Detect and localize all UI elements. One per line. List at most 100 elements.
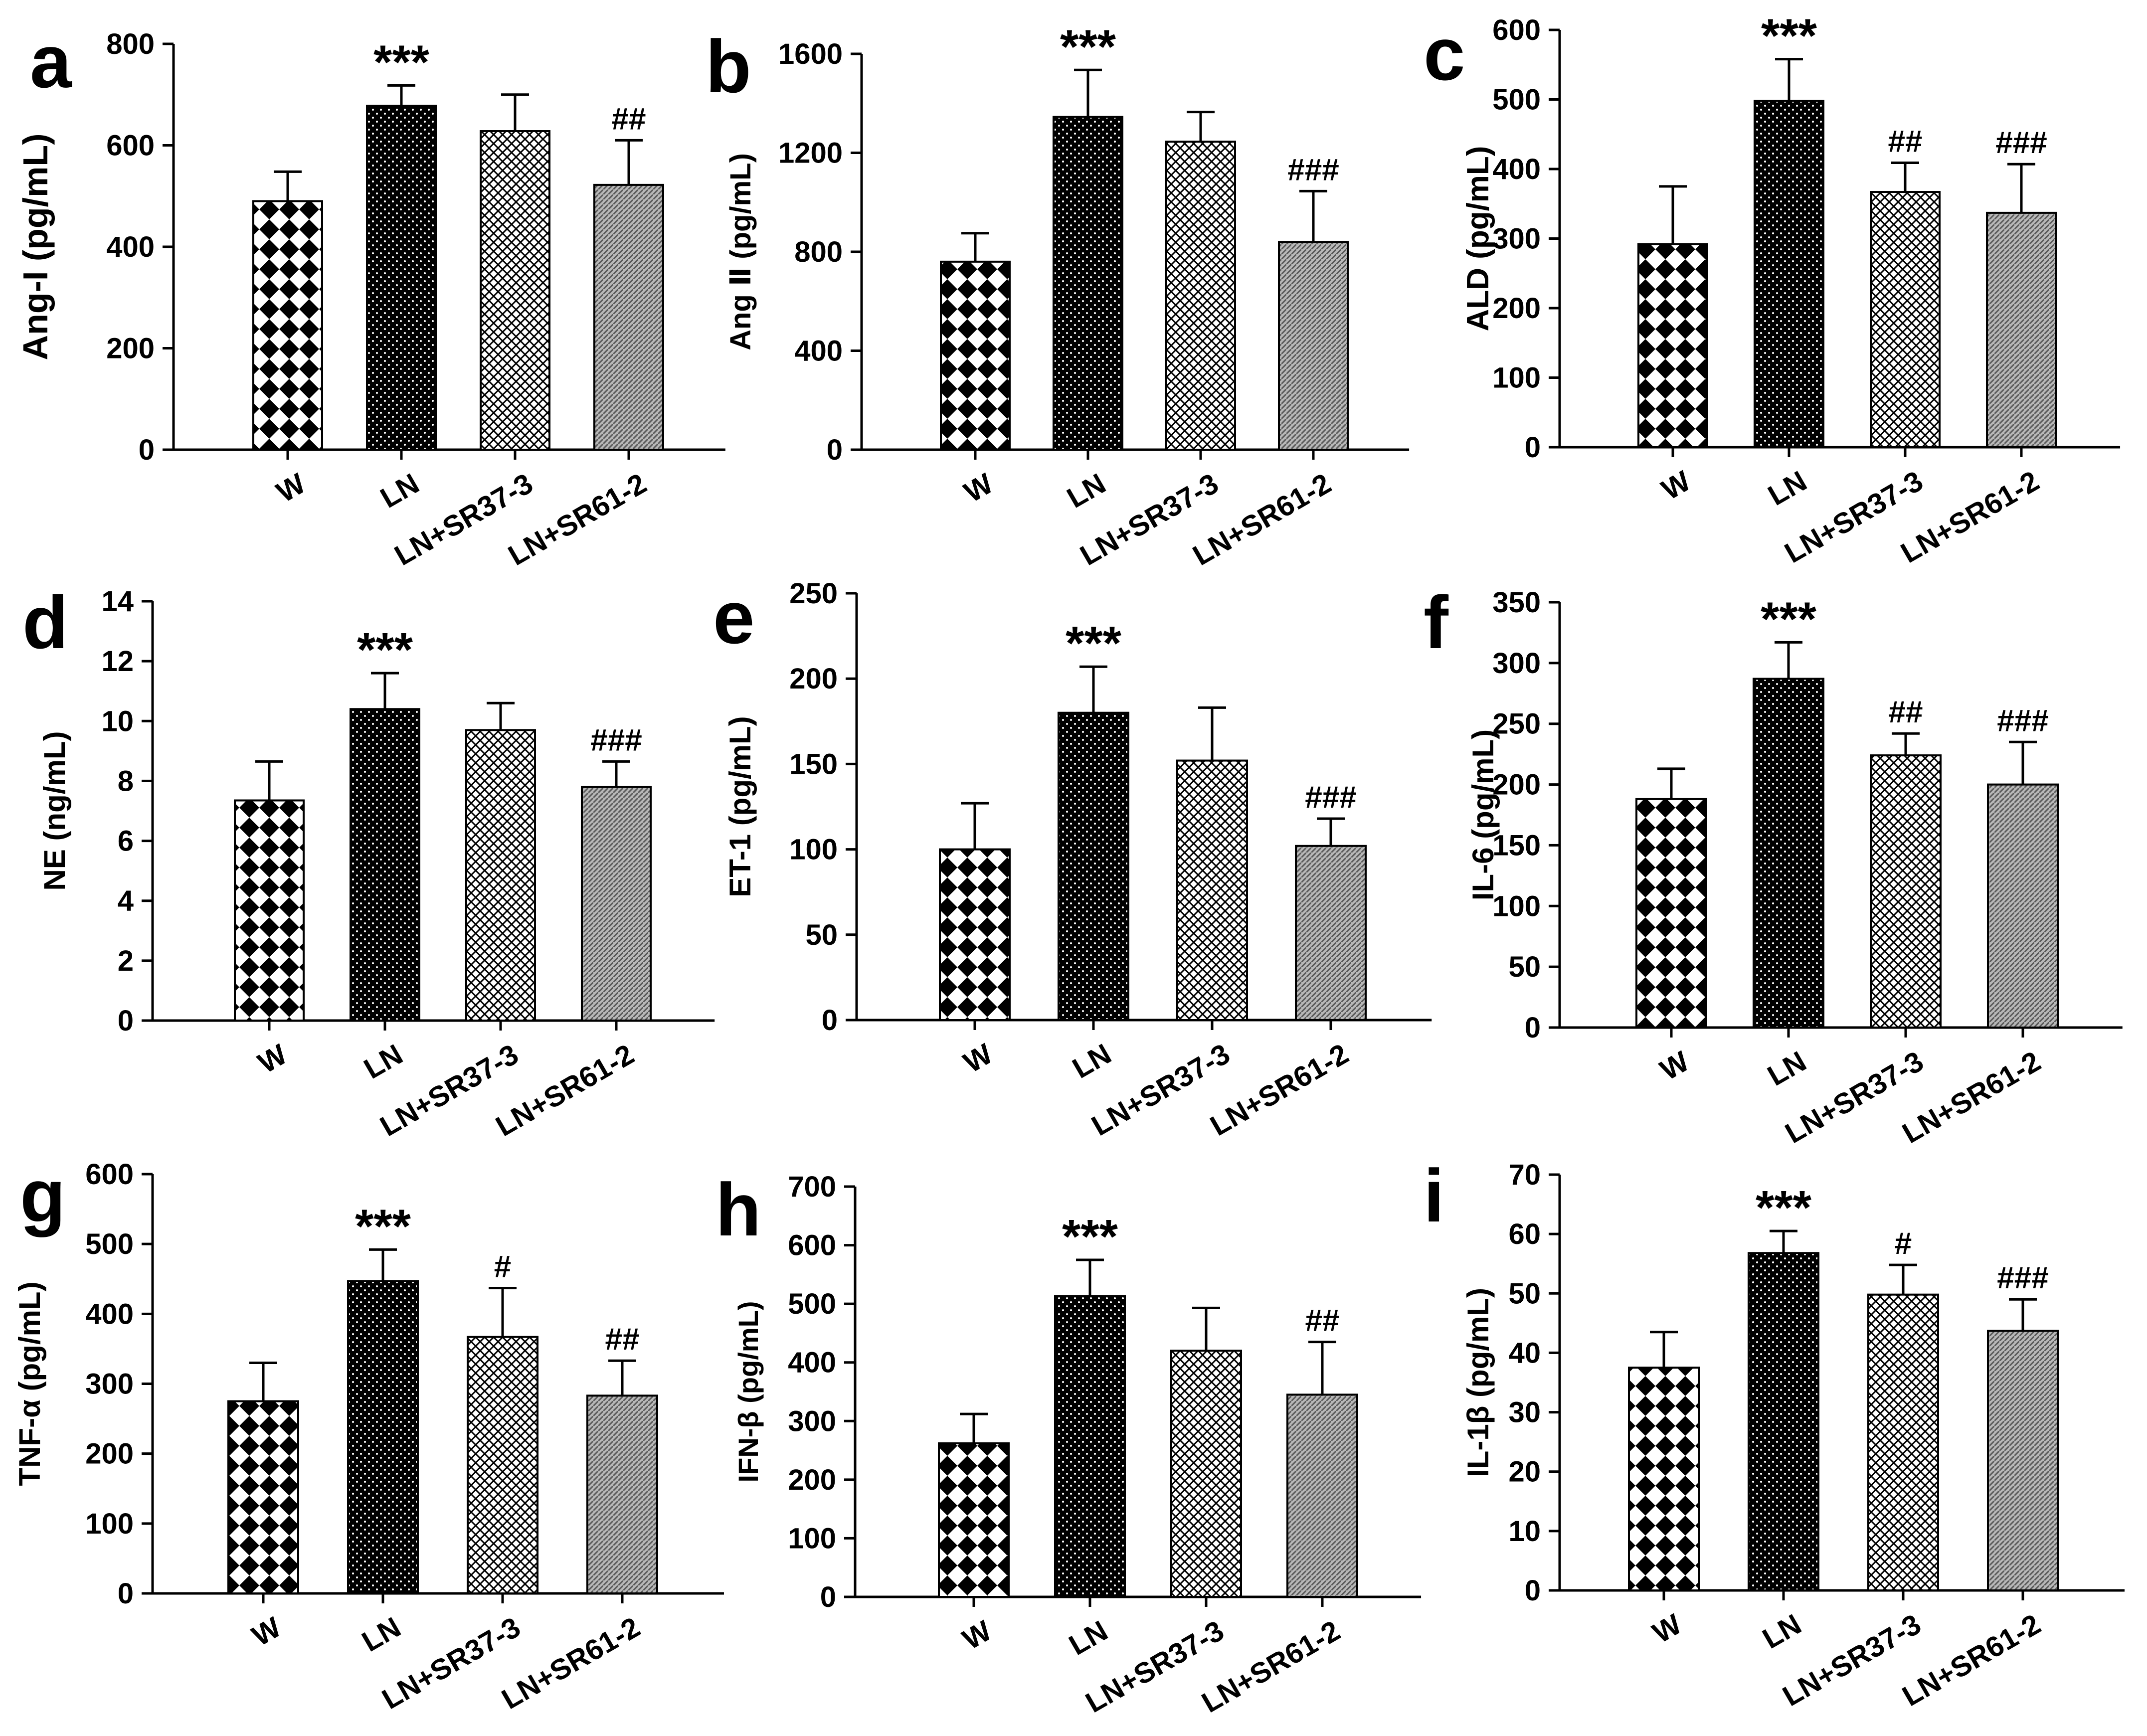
error-bar-sr37	[487, 701, 515, 730]
error-bar-sr61	[1308, 1341, 1336, 1395]
significance-ln: ***	[357, 623, 413, 677]
panel-letter-f: f	[1424, 580, 1449, 664]
bar-ln	[1754, 100, 1824, 449]
y-tick-label: 100	[1492, 362, 1541, 394]
y-tick-label: 200	[789, 663, 838, 695]
y-tick-label: 200	[788, 1464, 836, 1496]
error-bar-ln	[1079, 665, 1107, 713]
error-bar-ln	[1775, 58, 1803, 101]
significance-sr61: ###	[1305, 780, 1356, 815]
bar-sr61	[593, 183, 664, 451]
category-label-sr61: LN+SR61-2	[496, 1611, 645, 1716]
error-bar-sr61	[608, 1359, 636, 1396]
y-tick-label: 10	[1508, 1515, 1541, 1548]
y-tick-label: 70	[1508, 1159, 1541, 1191]
bar-sr37	[1170, 1350, 1242, 1598]
panel-letter-h: h	[716, 1168, 761, 1251]
category-label-w: W	[271, 467, 311, 509]
error-bar-ln	[1775, 641, 1802, 679]
y-tick-label: 400	[794, 335, 843, 367]
category-label-w: W	[1655, 1045, 1695, 1087]
error-bar-ln	[1076, 1258, 1104, 1296]
y-tick-label: 10	[101, 705, 134, 737]
panel-h: h 0 100 200 300 400 500 600 700 IFN-β (pg/mL) W ***…	[716, 1168, 1422, 1719]
error-bar-w	[961, 802, 989, 850]
category-label-ln: LN	[375, 467, 424, 515]
y-tick-label: 0	[822, 1004, 838, 1037]
bar-sr61	[586, 1394, 658, 1595]
y-tick-label: 0	[1525, 1012, 1541, 1044]
y-tick-label: 100	[85, 1508, 134, 1540]
y-tick-label: 200	[106, 333, 155, 365]
bar-sr37	[465, 729, 536, 1022]
y-tick-label: 2	[118, 945, 134, 977]
bar-sr37	[1870, 191, 1941, 448]
error-bar-ln	[387, 84, 415, 106]
y-tick-label: 300	[788, 1405, 836, 1437]
y-tick-label: 400	[1492, 153, 1541, 185]
error-bar-sr37	[1889, 1263, 1917, 1295]
panel-f: f 0 50 100 150 200 250 300 350 IL-6 (pg/mL) W *** LN…	[1424, 580, 2123, 1150]
panel-letter-e: e	[713, 575, 754, 659]
bar-sr61	[1987, 783, 2059, 1029]
panel-letter-c: c	[1424, 12, 1465, 96]
y-axis-label: Ang Ⅱ (pg/mL)	[724, 153, 757, 350]
error-bar-w	[274, 170, 302, 201]
bar-sr37	[480, 130, 550, 451]
y-tick-label: 50	[1508, 1277, 1541, 1310]
significance-sr37: ##	[1888, 124, 1923, 159]
significance-ln: ***	[355, 1200, 411, 1253]
bar-sr37	[1867, 1293, 1939, 1591]
category-label-ln: LN	[1062, 467, 1111, 515]
y-tick-label: 350	[1492, 586, 1541, 619]
panel-letter-a: a	[30, 19, 72, 103]
y-tick-label: 700	[788, 1171, 836, 1203]
bar-sr61	[1286, 1393, 1358, 1598]
category-label-w: W	[1656, 465, 1696, 507]
bar-w	[940, 260, 1011, 451]
y-tick-label: 50	[1508, 951, 1541, 983]
panel-letter-g: g	[20, 1154, 66, 1237]
y-tick-label: 0	[118, 1005, 134, 1037]
category-label-ln: LN	[357, 1611, 406, 1658]
y-axis-label: NE (ng/mL)	[38, 731, 71, 891]
y-tick-label: 60	[1508, 1218, 1541, 1250]
y-tick-label: 12	[101, 645, 134, 678]
bar-w	[1628, 1367, 1700, 1592]
y-tick-label: 30	[1508, 1396, 1541, 1429]
category-label-ln: LN	[1763, 465, 1812, 512]
y-tick-label: 20	[1508, 1456, 1541, 1488]
bar-ln	[1058, 711, 1129, 1022]
y-tick-label: 500	[85, 1228, 134, 1260]
y-axis-label: IL-6 (pg/mL)	[1466, 729, 1500, 900]
y-tick-label: 1600	[778, 38, 843, 70]
significance-sr61: ###	[1997, 703, 2048, 738]
y-tick-label: 100	[1492, 890, 1541, 922]
y-tick-label: 100	[789, 834, 838, 866]
error-bar-sr37	[1198, 706, 1226, 761]
y-tick-label: 200	[1492, 292, 1541, 325]
significance-sr61: ###	[1995, 126, 2047, 160]
category-label-ln: LN	[1762, 1045, 1811, 1092]
bar-sr61	[581, 786, 652, 1022]
y-tick-label: 400	[85, 1298, 134, 1330]
bar-sr37	[1870, 754, 1942, 1029]
error-bar-w	[249, 1361, 277, 1401]
significance-ln: ***	[1062, 1210, 1118, 1263]
bar-ln	[366, 105, 437, 451]
y-tick-label: 600	[106, 130, 155, 162]
error-bar-sr61	[602, 760, 630, 787]
y-axis-label: IL-1β (pg/mL)	[1461, 1288, 1495, 1477]
y-axis-label: ALD (pg/mL)	[1461, 146, 1495, 332]
bar-sr37	[1165, 141, 1236, 451]
y-tick-label: 250	[1492, 708, 1541, 740]
y-tick-label: 600	[788, 1229, 836, 1262]
error-bar-w	[1657, 767, 1685, 799]
bar-ln	[1054, 1295, 1126, 1598]
error-bar-sr61	[1317, 817, 1345, 846]
